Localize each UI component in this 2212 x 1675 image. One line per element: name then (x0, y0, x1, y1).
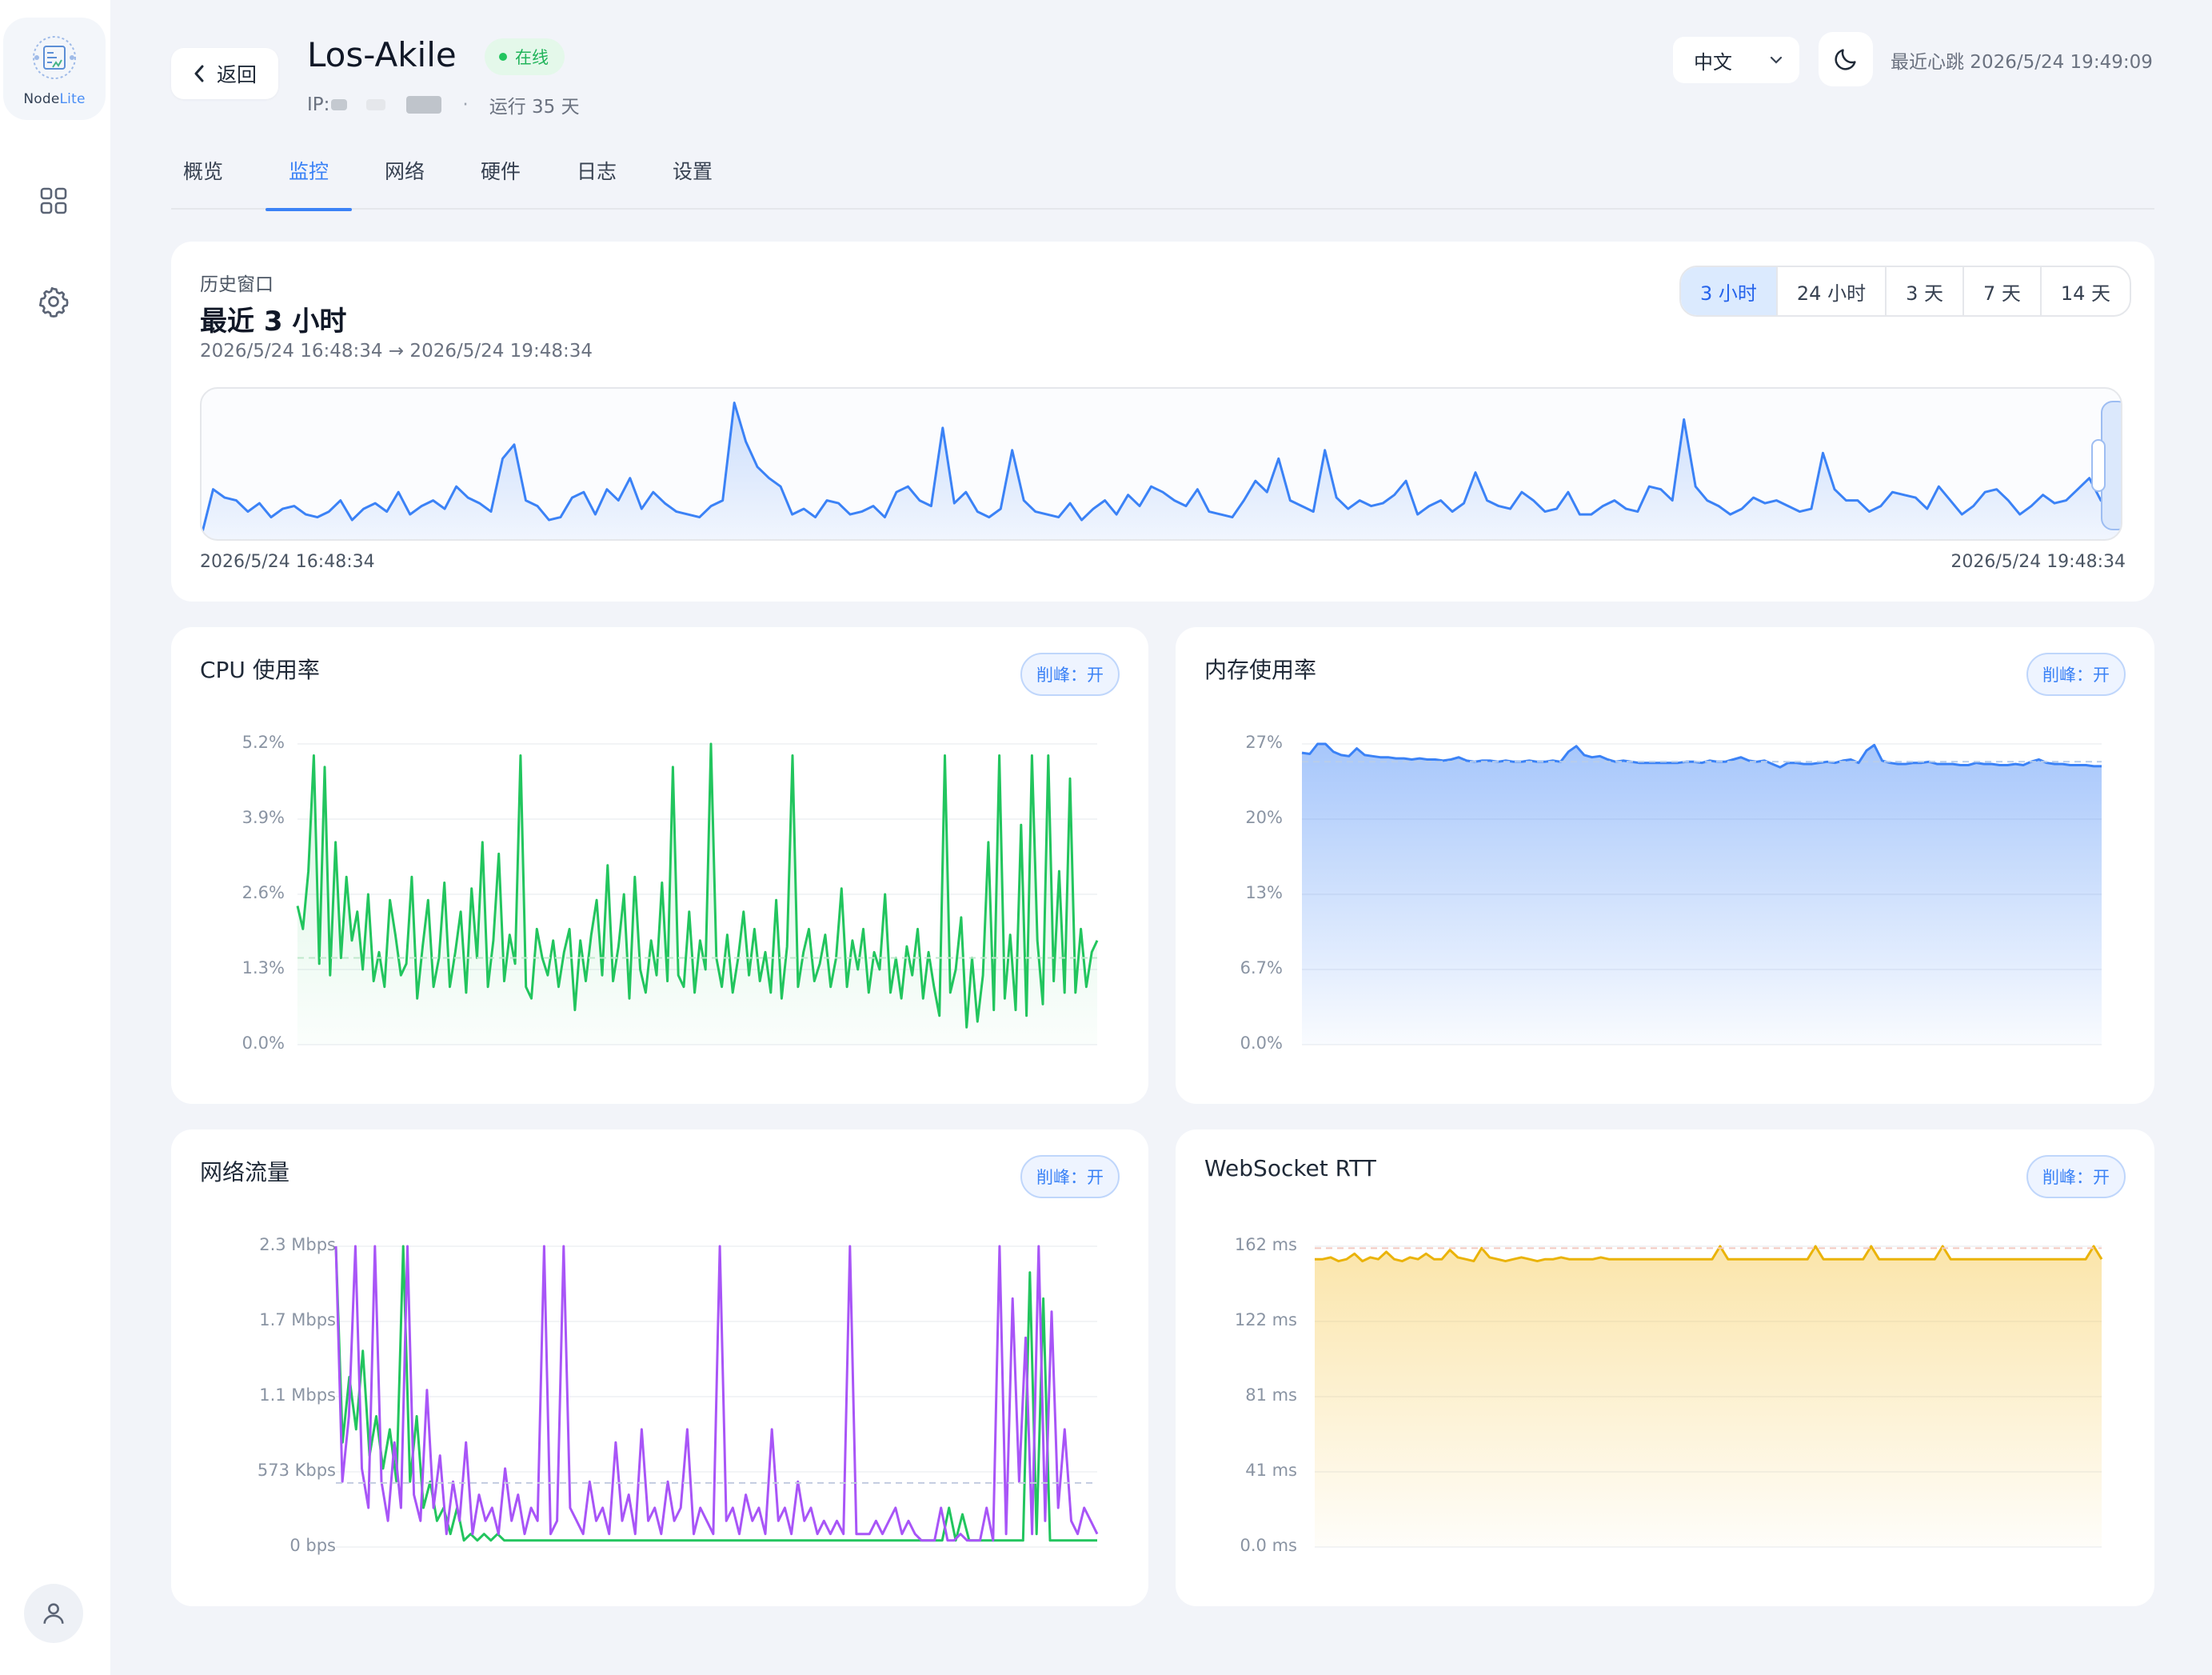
rtt-chart-title: WebSocket RTT (1204, 1155, 1376, 1181)
series-line (202, 402, 2121, 536)
y-tick: 573 Kbps (257, 1461, 336, 1480)
series-line (1315, 1245, 2103, 1263)
tab-bar: 概览 监控 网络 硬件 日志 设置 (171, 152, 2154, 211)
sidebar-item-dashboard[interactable] (35, 182, 72, 219)
chevron-down-icon (1770, 56, 1783, 64)
y-tick: 13% (1245, 883, 1283, 902)
history-sparkline (202, 401, 2121, 539)
series-line (1301, 742, 2102, 769)
logo-icon (33, 36, 76, 79)
grid-icon (40, 187, 67, 214)
history-range: 2026/5/24 16:48:34 → 2026/5/24 19:48:34 (200, 341, 593, 362)
logo-text: NodeLite (23, 91, 86, 107)
history-window-card: 历史窗口 最近 3 小时 2026/5/24 16:48:34 → 2026/5… (171, 242, 2154, 602)
network-clip-toggle[interactable]: 削峰：开 (1020, 1155, 1120, 1198)
ip-redaction (331, 99, 348, 110)
language-value: 中文 (1694, 50, 1732, 74)
network-chart (334, 1245, 1099, 1548)
history-label: 历史窗口 (200, 274, 274, 295)
y-tick: 0.0% (242, 1033, 285, 1053)
network-chart-card: 网络流量 削峰：开 2.3 Mbps 1.7 Mbps 1.1 Mbps 573… (171, 1129, 1148, 1606)
status-badge: 在线 (485, 38, 565, 75)
memory-chart-card: 内存使用率 削峰：开 27% 20% 13% 6.7% 0.0% (1176, 627, 2154, 1104)
language-select[interactable]: 中文 (1673, 37, 1799, 83)
y-tick: 3.9% (242, 808, 285, 827)
y-tick: 0.0% (1240, 1033, 1283, 1053)
ip-label: IP: (307, 94, 330, 115)
cpu-chart-card: CPU 使用率 削峰：开 5.2% 3.9% 2.6% 1.3% 0.0% (171, 627, 1148, 1104)
theme-toggle-button[interactable] (1819, 32, 1873, 86)
brush-handle-left[interactable] (2091, 439, 2106, 492)
series-area (1315, 1246, 2102, 1547)
y-tick: 0 bps (289, 1536, 336, 1555)
cpu-clip-toggle[interactable]: 削峰：开 (1020, 653, 1120, 696)
tab-monitor[interactable]: 监控 (266, 152, 352, 211)
y-tick: 1.7 Mbps (259, 1310, 336, 1329)
history-end-date: 2026/5/24 19:48:34 (1950, 552, 2126, 572)
gear-icon (39, 287, 69, 318)
history-title: 最近 3 小时 (200, 306, 347, 338)
range-selector: 3 小时 24 小时 3 天 7 天 14 天 (1679, 266, 2132, 317)
range-3h-button[interactable]: 3 小时 (1681, 267, 1776, 315)
back-label: 返回 (216, 63, 257, 86)
moon-icon (1835, 49, 1856, 70)
node-name: Los-Akile (307, 35, 457, 74)
user-avatar-button[interactable] (24, 1584, 83, 1643)
node-meta: IP: · 运行 35 天 (307, 91, 580, 118)
cpu-chart-title: CPU 使用率 (200, 657, 320, 683)
tab-logs[interactable]: 日志 (576, 160, 617, 183)
ip-redaction (366, 99, 386, 110)
y-tick: 2.3 Mbps (259, 1235, 336, 1254)
y-tick: 0.0 ms (1240, 1536, 1297, 1555)
last-heartbeat: 最近心跳 2026/5/24 19:49:09 (1891, 52, 2153, 73)
chevron-left-icon (194, 65, 204, 82)
rtt-chart (1315, 1245, 2103, 1548)
series-area (1302, 744, 2102, 1045)
tab-overview[interactable]: 概览 (182, 160, 223, 183)
y-tick: 2.6% (242, 883, 285, 902)
y-tick: 41 ms (1245, 1461, 1297, 1480)
status-text: 在线 (515, 48, 549, 67)
y-tick: 5.2% (242, 733, 285, 752)
series-line (296, 742, 1099, 1029)
y-tick: 122 ms (1234, 1310, 1297, 1329)
sidebar-item-settings[interactable] (35, 283, 72, 320)
uptime-text: 运行 35 天 (489, 97, 580, 118)
tab-hardware[interactable]: 硬件 (480, 160, 521, 183)
memory-chart (1301, 742, 2102, 1045)
history-brush[interactable] (200, 387, 2122, 541)
y-tick: 162 ms (1234, 1235, 1297, 1254)
sidebar: NodeLite (0, 0, 110, 1675)
back-button[interactable]: 返回 (171, 48, 278, 99)
series-line (334, 1245, 1099, 1542)
y-tick: 27% (1245, 733, 1283, 752)
app-logo[interactable]: NodeLite (3, 18, 106, 120)
y-tick: 1.1 Mbps (259, 1385, 336, 1405)
separator: · (462, 94, 469, 115)
user-icon (43, 1603, 64, 1624)
y-tick: 1.3% (242, 958, 285, 977)
memory-clip-toggle[interactable]: 削峰：开 (2026, 653, 2126, 696)
cpu-chart (296, 742, 1099, 1045)
range-3d-button[interactable]: 3 天 (1885, 267, 1962, 315)
range-7d-button[interactable]: 7 天 (1962, 267, 2040, 315)
tab-network[interactable]: 网络 (384, 160, 425, 183)
memory-chart-title: 内存使用率 (1204, 657, 1317, 683)
series-area (202, 402, 2121, 539)
range-14d-button[interactable]: 14 天 (2039, 267, 2130, 315)
y-tick: 6.7% (1240, 958, 1283, 977)
range-24h-button[interactable]: 24 小时 (1775, 267, 1885, 315)
ip-redaction (406, 96, 442, 114)
tab-settings[interactable]: 设置 (672, 160, 713, 183)
rtt-chart-card: WebSocket RTT 削峰：开 162 ms 122 ms 81 ms 4… (1176, 1129, 2154, 1606)
y-tick: 20% (1245, 808, 1283, 827)
y-tick: 81 ms (1245, 1385, 1297, 1405)
rtt-clip-toggle[interactable]: 削峰：开 (2026, 1155, 2126, 1198)
status-dot (499, 53, 507, 61)
history-start-date: 2026/5/24 16:48:34 (200, 552, 375, 572)
network-chart-title: 网络流量 (200, 1159, 290, 1185)
